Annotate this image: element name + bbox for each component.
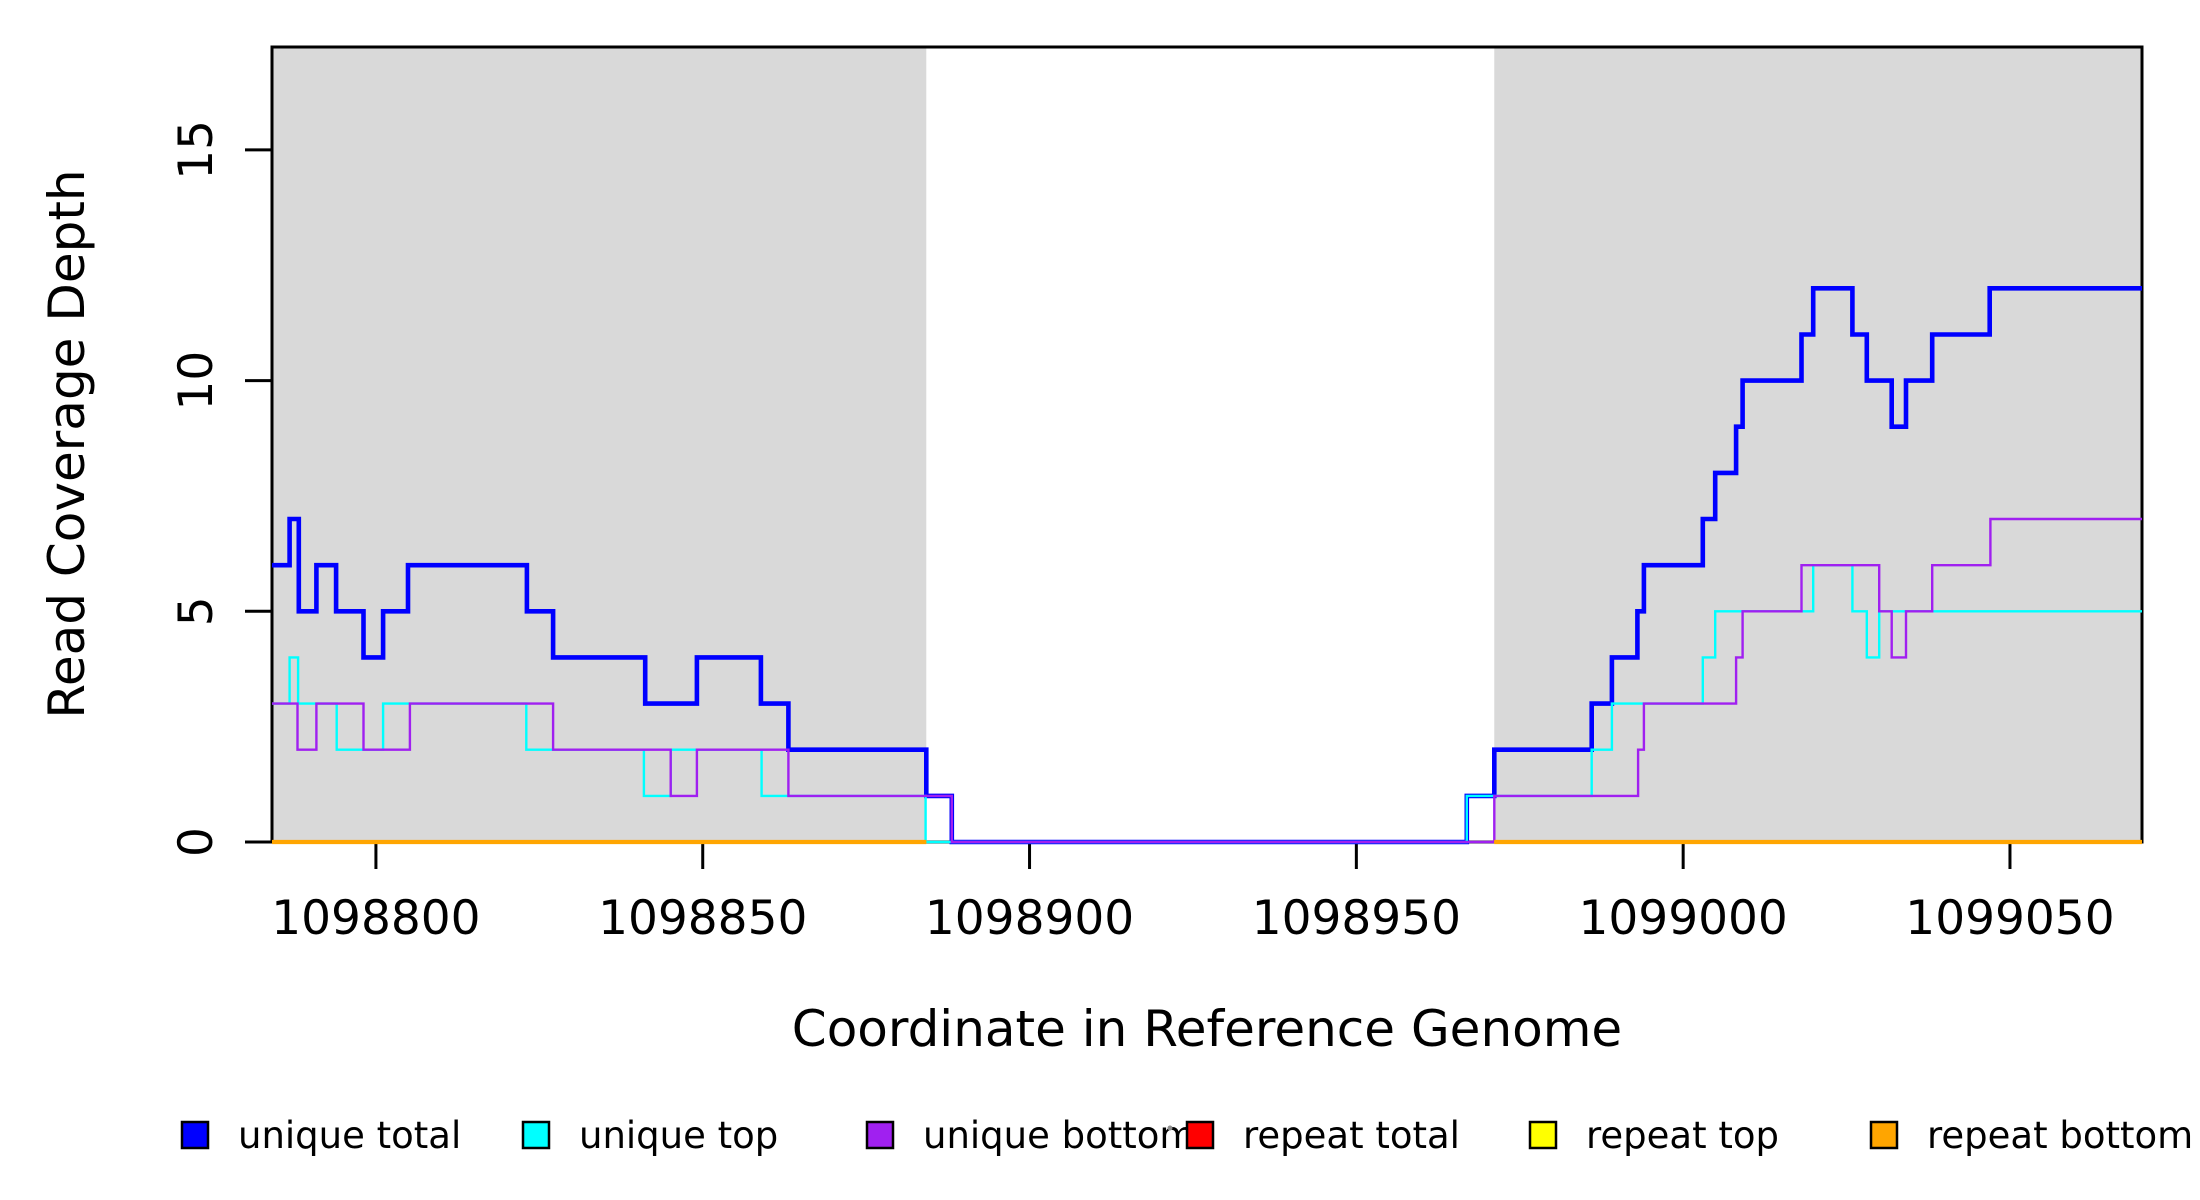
legend-swatch-repeat-bottom (1869, 1120, 1899, 1150)
legend: unique total unique top unique bottom repea… (180, 1114, 2193, 1157)
x-tick-label: 1098900 (925, 891, 1134, 946)
legend-label-repeat-top: repeat top (1586, 1114, 1779, 1157)
legend-label-unique-total: unique total (238, 1114, 461, 1157)
y-tick-label: 5 (169, 596, 224, 626)
x-tick-label: 1098950 (1252, 891, 1461, 946)
legend-label-unique-top: unique top (579, 1114, 778, 1157)
y-axis-title: Read Coverage Depth (38, 169, 96, 718)
legend-swatch-unique-total (180, 1120, 210, 1150)
x-tick-label: 1099050 (1905, 891, 2114, 946)
legend-swatch-unique-bottom (865, 1120, 895, 1150)
legend-label-repeat-bottom: repeat bottom (1927, 1114, 2193, 1157)
x-tick-label: 1098850 (598, 891, 807, 946)
legend-label-unique-bottom: unique bottom (923, 1114, 1195, 1157)
repeat-region-shading (272, 47, 2142, 842)
y-tick-label: 0 (169, 827, 224, 857)
series-unique-bottom (272, 517, 2142, 844)
legend-swatch-unique-top (521, 1120, 551, 1150)
series-unique-total (272, 286, 2142, 845)
repeat-region-rect (272, 47, 927, 842)
y-tick-label: 15 (169, 120, 224, 180)
legend-label-repeat-total: repeat total (1243, 1114, 1460, 1157)
stray-dot-artifact (1167, 1125, 1173, 1131)
y-axis: 0 5 10 15 (169, 120, 271, 857)
y-tick-label: 10 (169, 351, 224, 411)
series-lines (272, 286, 2142, 845)
legend-swatch-repeat-top (1528, 1120, 1558, 1150)
x-axis-title: Coordinate in Reference Genome (792, 1000, 1622, 1058)
x-axis: 1098800 1098850 1098900 1098950 1099000 10990… (271, 843, 2115, 946)
legend-swatch-repeat-total (1185, 1120, 1215, 1150)
x-tick-label: 1098800 (271, 891, 480, 946)
repeat-region-rect (1494, 47, 2142, 842)
x-tick-label: 1099000 (1578, 891, 1787, 946)
